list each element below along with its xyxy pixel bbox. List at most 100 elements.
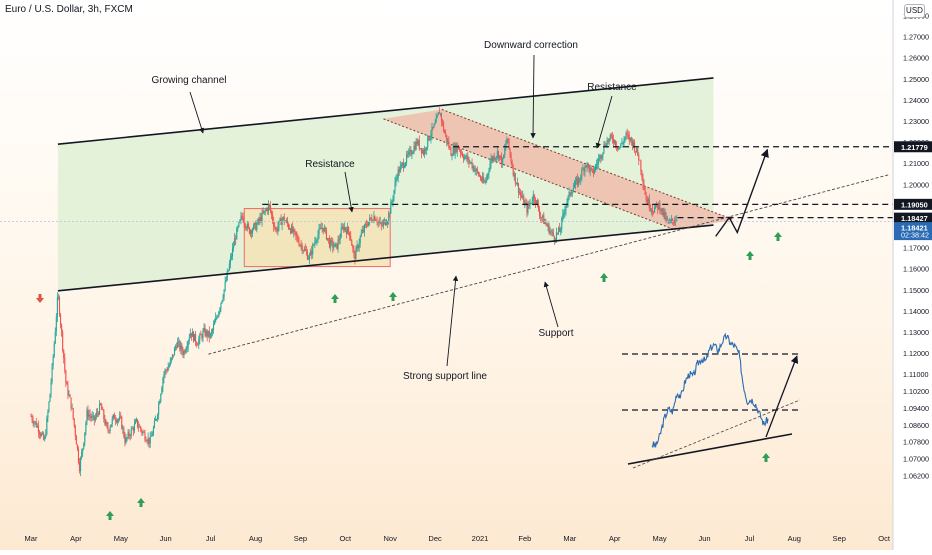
candle-body (336, 243, 338, 249)
candle-body (573, 185, 575, 188)
time-tick-label: Dec (428, 534, 442, 543)
candle-body (373, 216, 375, 222)
candle-body (604, 144, 606, 147)
strong-support-pointer (446, 275, 459, 367)
candle-body (551, 231, 553, 233)
candle-body (626, 133, 628, 135)
candle-body (211, 329, 214, 332)
candle-body (516, 183, 518, 185)
candle-body (38, 432, 40, 435)
candle-body (103, 409, 105, 419)
candle-body (375, 220, 377, 222)
candle-body (580, 177, 582, 180)
price-tick-label: 1.24000 (903, 96, 929, 105)
candle-body (77, 448, 80, 463)
candle-body (413, 146, 415, 153)
candle-body (379, 222, 381, 223)
candle-body (427, 135, 429, 148)
candle-body (660, 210, 662, 212)
candle-body (141, 429, 143, 433)
candle-body (56, 297, 58, 318)
candle-body (619, 147, 621, 149)
level-badge (894, 212, 932, 224)
candle-body (278, 220, 280, 227)
candle-body (513, 173, 515, 176)
candle-body (130, 428, 132, 436)
candle-body (368, 221, 370, 226)
candle-body (186, 346, 188, 350)
candle-body (215, 317, 217, 323)
top-down-arrow (36, 294, 44, 303)
candle-body (122, 428, 124, 429)
candle-body (296, 235, 298, 238)
candle-body (34, 421, 36, 423)
candle-body (572, 187, 574, 193)
candle-body (82, 448, 84, 453)
candle-body (411, 153, 413, 155)
candle-body (407, 154, 409, 155)
candle-body (258, 219, 260, 222)
candle-body (501, 155, 503, 165)
candle-body (279, 218, 281, 221)
candle-body (647, 198, 649, 204)
candle-body (30, 416, 32, 417)
time-tick-label: Mar (25, 534, 38, 543)
candle-body (378, 221, 380, 223)
currency-badge[interactable]: USD (904, 4, 925, 18)
candle-body (658, 203, 660, 210)
candle-body (446, 135, 448, 142)
channel-upper-line (57, 77, 714, 146)
candle-body (173, 348, 176, 356)
candle-body (498, 155, 501, 158)
candle-body (499, 155, 502, 157)
candle-body (216, 317, 218, 318)
candle-body (657, 205, 659, 210)
candle-body (384, 220, 387, 225)
candle-body (291, 226, 293, 233)
candle-body (83, 442, 85, 449)
candle-body (193, 334, 196, 342)
candle-body (452, 147, 454, 156)
candle-body (349, 232, 351, 237)
candle-body (363, 224, 365, 232)
candle-body (204, 327, 206, 336)
candle-body (298, 241, 300, 246)
candle-body (418, 140, 420, 149)
candle-body (420, 148, 422, 153)
candle-body (168, 365, 170, 368)
candle-body (586, 163, 588, 167)
candle-body (63, 349, 65, 359)
candle-body (662, 208, 664, 216)
candle-body (53, 343, 55, 357)
candle-body (339, 237, 341, 241)
resistance-left-pointer (344, 171, 354, 213)
candle-body (126, 437, 128, 439)
candle-body (367, 225, 369, 227)
candle-body (417, 140, 419, 145)
candle-body (118, 419, 120, 420)
candle-body (443, 122, 445, 131)
candle-body (119, 416, 121, 420)
candle-body (75, 435, 77, 445)
candle-body (664, 211, 666, 220)
candle-body (527, 204, 529, 213)
candle-body (430, 135, 432, 139)
candle-body (591, 168, 593, 170)
candle-body (37, 425, 39, 433)
candle-body (109, 427, 111, 432)
candle-body (502, 158, 504, 165)
level-badge-label: 1.21779 (901, 143, 928, 152)
candle-body (57, 297, 59, 298)
candle-body (253, 224, 255, 230)
price-tick-label: 1.07000 (903, 455, 929, 464)
candle-body (612, 139, 614, 144)
candle-body (145, 439, 147, 442)
candle-body (288, 227, 291, 230)
candle-body (670, 218, 673, 221)
candle-body (381, 225, 383, 226)
candle-body (577, 178, 579, 185)
candle-body (322, 227, 324, 232)
candle-body (492, 156, 494, 161)
